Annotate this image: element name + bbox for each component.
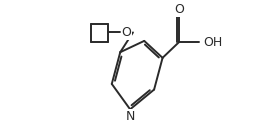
Text: O: O — [174, 3, 184, 16]
Text: O: O — [122, 26, 132, 39]
Text: N: N — [125, 110, 135, 123]
Text: OH: OH — [204, 36, 223, 49]
